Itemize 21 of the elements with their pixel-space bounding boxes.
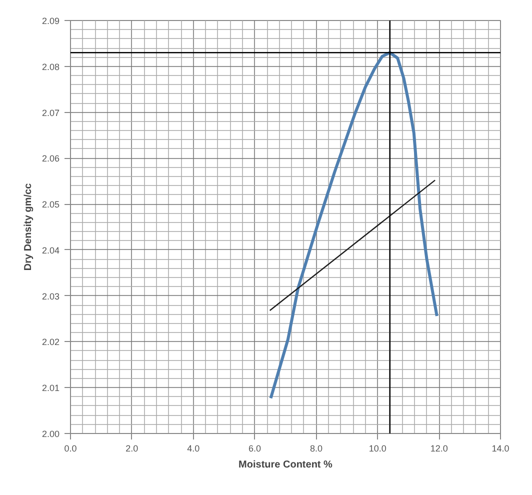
x-tick-label: 2.0: [126, 444, 138, 454]
y-tick-label: 2.09: [42, 16, 60, 26]
y-tick-label: 2.02: [42, 337, 60, 348]
x-tick-label: 10.0: [368, 444, 386, 454]
y-tick-label: 2.06: [42, 154, 60, 164]
y-tick-label: 2.00: [42, 429, 60, 439]
x-tick-label: 4.0: [187, 444, 200, 454]
x-tick-label: 14.0: [492, 444, 510, 454]
y-tick-label: 2.05: [42, 200, 60, 210]
x-tick-label: 12.0: [430, 444, 448, 454]
line-series: [269, 51, 438, 400]
x-tick-label: 6.0: [248, 444, 262, 454]
y-tick-label: 2.07: [42, 108, 60, 118]
y-tick-label: 2.08: [42, 62, 60, 72]
y-axis-title: Dry Density gm/cc: [22, 182, 34, 271]
y-tick-label: 2.04: [42, 245, 60, 256]
x-axis-title: Moisture Content %: [238, 460, 333, 470]
y-tick-label: 2.03: [42, 291, 60, 302]
x-tick-label: 0.0: [64, 444, 77, 454]
x-tick-label: 8.0: [310, 444, 322, 454]
y-tick-label: 2.01: [42, 383, 60, 394]
